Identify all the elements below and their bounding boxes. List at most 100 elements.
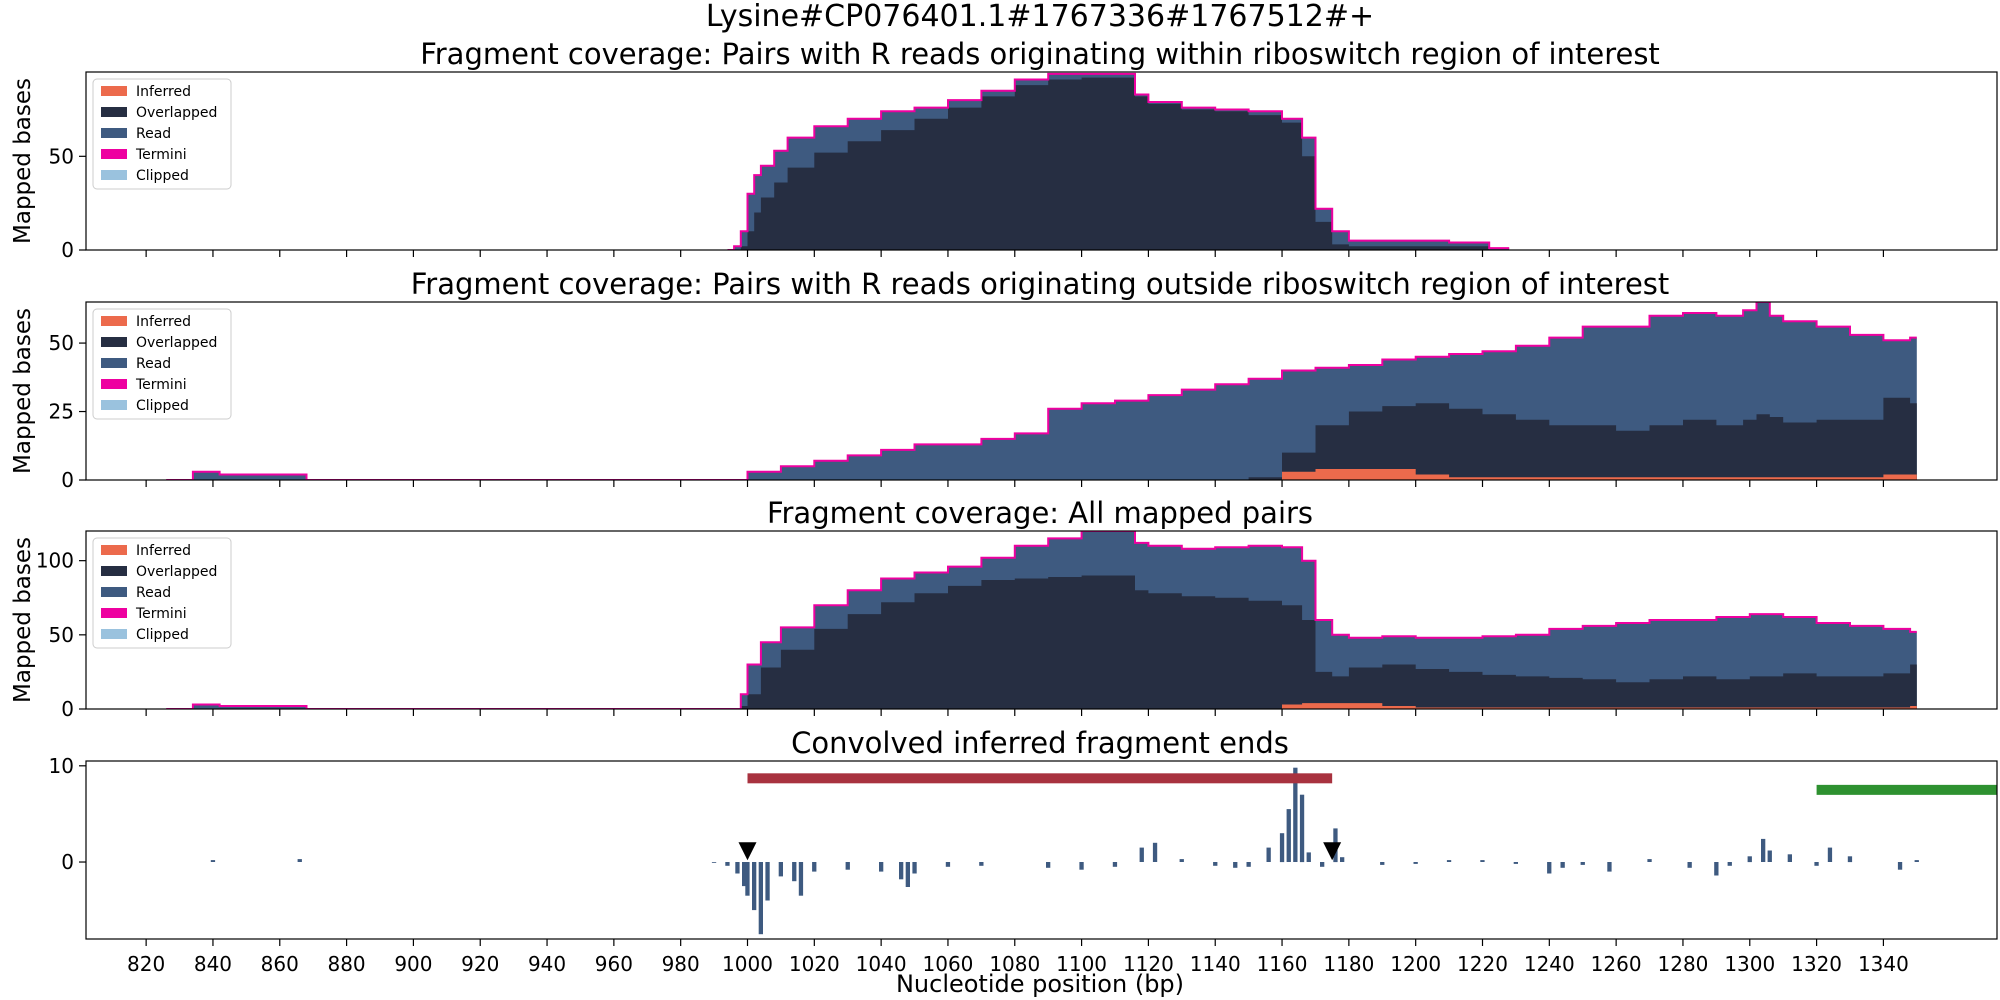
legend-label: Inferred bbox=[136, 84, 191, 100]
x-tick-label: 860 bbox=[261, 952, 299, 976]
convolved-bar bbox=[1647, 859, 1652, 862]
convolved-bar bbox=[1046, 862, 1051, 868]
legend: Inferred Overlapped Read Termini Clipped bbox=[92, 537, 232, 649]
y-tick-label: 100 bbox=[36, 549, 74, 573]
overlapped-area bbox=[166, 575, 1917, 709]
legend-swatch bbox=[101, 128, 127, 138]
legend-swatch bbox=[101, 149, 127, 159]
panel-title: Fragment coverage: Pairs with R reads or… bbox=[411, 267, 1670, 301]
marker-triangle bbox=[738, 842, 757, 861]
x-tick-label: 1060 bbox=[923, 952, 974, 976]
convolved-bar bbox=[1306, 852, 1311, 862]
panel-2: Fragment coverage: Pairs with R reads or… bbox=[10, 267, 1998, 492]
convolved-bar bbox=[1767, 850, 1772, 862]
legend-swatch bbox=[101, 337, 127, 347]
convolved-bar bbox=[758, 862, 763, 935]
convolved-bar bbox=[1152, 842, 1158, 862]
x-tick-label: 980 bbox=[662, 952, 700, 976]
convolved-bar bbox=[912, 862, 917, 874]
plot-area bbox=[166, 302, 1917, 480]
convolved-bar bbox=[1446, 860, 1452, 862]
convolved-bar bbox=[1320, 862, 1325, 867]
y-tick-label: 25 bbox=[49, 400, 74, 424]
legend-label: Overlapped bbox=[136, 564, 217, 580]
y-tick-label: 50 bbox=[49, 623, 74, 647]
panel-3: Fragment coverage: All mapped pairs Mappe… bbox=[10, 496, 1998, 721]
x-tick-label: 1020 bbox=[789, 952, 840, 976]
legend-swatch bbox=[101, 608, 127, 618]
legend-swatch bbox=[101, 545, 127, 555]
convolved-bar bbox=[1761, 838, 1766, 862]
x-tick-label: 880 bbox=[327, 952, 365, 976]
convolved-bar bbox=[765, 862, 770, 901]
convolved-bar bbox=[945, 862, 951, 867]
x-tick-label: 820 bbox=[127, 952, 165, 976]
x-tick-label: 1200 bbox=[1390, 952, 1441, 976]
convolved-bar bbox=[1380, 862, 1385, 865]
x-tick-label: 960 bbox=[595, 952, 633, 976]
plot-area bbox=[166, 531, 1917, 709]
convolved-bar bbox=[1580, 862, 1585, 865]
x-tick-label: 1300 bbox=[1724, 952, 1775, 976]
plot-frame bbox=[85, 71, 1998, 251]
legend-swatch bbox=[101, 587, 127, 597]
y-tick-label: 0 bbox=[61, 850, 74, 874]
termini-line bbox=[166, 302, 1917, 480]
plot-frame bbox=[85, 760, 1998, 940]
y-tick-label: 0 bbox=[61, 697, 74, 721]
x-tick-label: 1160 bbox=[1257, 952, 1308, 976]
convolved-bar bbox=[979, 862, 984, 866]
convolved-bar bbox=[812, 862, 817, 872]
legend-swatch bbox=[101, 107, 127, 117]
convolved-bar bbox=[1233, 862, 1238, 868]
legend: Inferred Overlapped Read Termini Clipped bbox=[92, 78, 232, 190]
x-axis: 820 840 860 880 900 920 940 960 980 1000 1020 1040 1… bbox=[127, 952, 1909, 976]
x-tick-label: 1080 bbox=[989, 952, 1040, 976]
termini-line bbox=[727, 72, 1510, 250]
plot-frame bbox=[85, 301, 1998, 481]
convolved-bar bbox=[1747, 856, 1752, 863]
legend-label: Termini bbox=[135, 606, 187, 622]
convolved-bar bbox=[1897, 862, 1903, 870]
legend-swatch bbox=[101, 316, 127, 326]
x-tick-label: 1320 bbox=[1791, 952, 1842, 976]
legend-swatch bbox=[101, 400, 127, 410]
convolved-bar bbox=[845, 862, 850, 870]
legend-label: Clipped bbox=[136, 627, 189, 643]
riboswitch-bar bbox=[747, 773, 1333, 784]
convolved-bar bbox=[1847, 856, 1853, 863]
x-tick-label: 940 bbox=[528, 952, 566, 976]
legend-label: Inferred bbox=[136, 314, 191, 330]
x-tick-label: 1260 bbox=[1591, 952, 1642, 976]
convolved-bar bbox=[1413, 862, 1418, 864]
x-tick-label: 1180 bbox=[1323, 952, 1374, 976]
panels: Fragment coverage: Pairs with R reads or… bbox=[10, 37, 1998, 946]
x-tick-label: 1100 bbox=[1056, 952, 1107, 976]
legend-swatch bbox=[101, 358, 127, 368]
inferred-area bbox=[166, 469, 1917, 480]
convolved-bar bbox=[1246, 862, 1251, 867]
x-tick-label: 840 bbox=[194, 952, 232, 976]
legend-label: Termini bbox=[135, 147, 187, 163]
y-axis-label: Mapped bases bbox=[10, 308, 36, 474]
legend-label: Read bbox=[136, 126, 171, 142]
panel-title: Convolved inferred fragment ends bbox=[791, 726, 1289, 760]
legend: Inferred Overlapped Read Termini Clipped bbox=[92, 308, 232, 420]
convolved-bar bbox=[1286, 809, 1291, 862]
convolved-bar bbox=[1547, 862, 1552, 874]
marker-triangle bbox=[1323, 842, 1342, 861]
convolved-bar bbox=[752, 862, 757, 911]
legend-box bbox=[92, 537, 232, 649]
convolved-bar bbox=[1299, 794, 1305, 863]
convolved-bar bbox=[1213, 862, 1218, 866]
legend-label: Clipped bbox=[136, 168, 189, 184]
convolved-bar bbox=[1687, 862, 1692, 868]
x-tick-label: 1280 bbox=[1658, 952, 1709, 976]
legend-label: Overlapped bbox=[136, 105, 217, 121]
convolved-bar bbox=[735, 862, 740, 874]
convolved-bar bbox=[711, 862, 717, 863]
convolved-bar bbox=[899, 862, 904, 880]
legend-box bbox=[92, 78, 232, 190]
convolved-bar bbox=[1727, 862, 1732, 866]
